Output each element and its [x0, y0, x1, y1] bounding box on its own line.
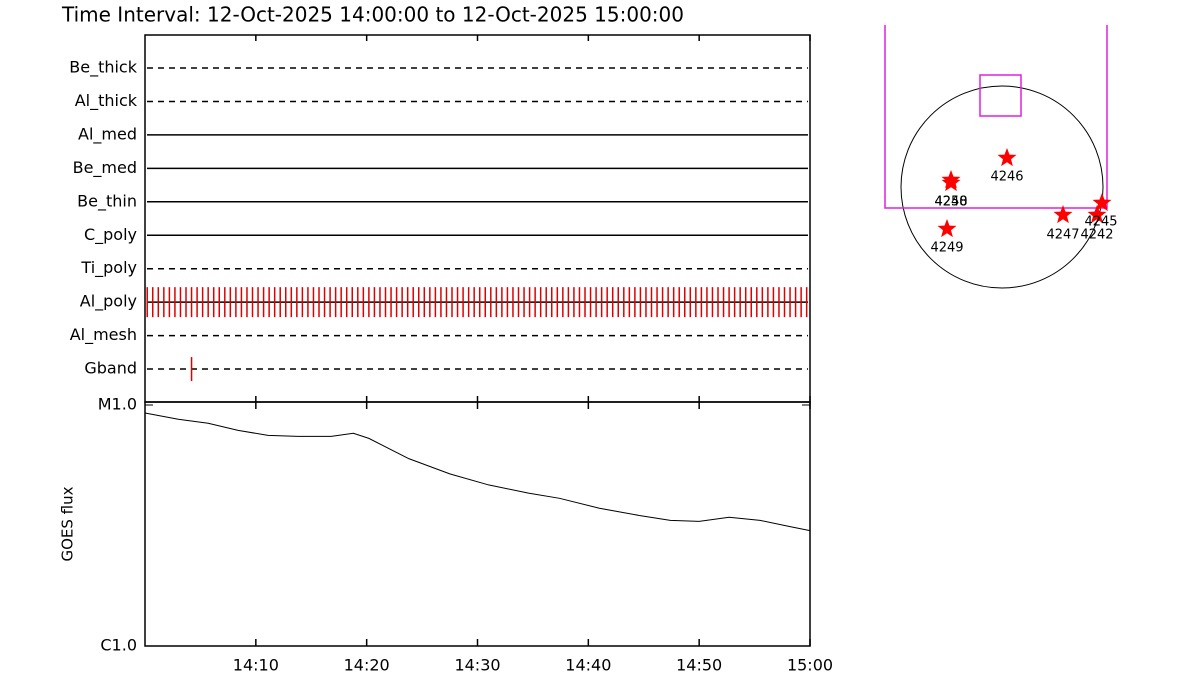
- region-label: 4248: [934, 195, 967, 210]
- region-label: 4246: [990, 170, 1023, 185]
- goes-frame: [144, 401, 811, 647]
- x-tick-label: 14:50: [676, 656, 722, 675]
- region-star: [1092, 193, 1112, 212]
- solar-disk: [900, 85, 1104, 289]
- filter-label: Al_med: [78, 124, 137, 144]
- filter-label: Be_thin: [77, 191, 137, 211]
- timeline-frame: [144, 34, 811, 403]
- chart-title: Time Interval: 12-Oct-2025 14:00:00 to 1…: [61, 3, 684, 27]
- fov-box: [884, 25, 1108, 209]
- y-axis-label: GOES flux: [59, 486, 77, 561]
- region-star: [941, 170, 961, 189]
- region-label: 4249: [930, 241, 963, 256]
- fov-box-small: [979, 74, 1022, 117]
- region-label: 4245: [1084, 215, 1117, 230]
- x-tick-label: 15:00: [787, 656, 833, 675]
- region-star: [1053, 205, 1073, 224]
- goes-line: [144, 412, 811, 532]
- filter-label: Be_med: [73, 158, 137, 178]
- region-label: 4247: [1046, 228, 1079, 243]
- region-label: 4242: [1080, 228, 1113, 243]
- x-tick-label: 14:30: [454, 656, 500, 675]
- filter-label: Al_poly: [80, 292, 137, 312]
- y-tick-label: M1.0: [98, 395, 137, 414]
- filter-label: Gband: [84, 359, 137, 378]
- filter-label: Al_thick: [75, 91, 138, 111]
- filter-label: Ti_poly: [80, 258, 137, 278]
- filter-label: Be_thick: [69, 58, 137, 78]
- region-label: 4250: [934, 195, 967, 210]
- y-tick-label: C1.0: [100, 636, 137, 655]
- region-star: [997, 148, 1017, 167]
- filter-label: C_poly: [84, 225, 137, 245]
- x-tick-label: 14:20: [344, 656, 390, 675]
- filter-label: Al_mesh: [70, 325, 137, 345]
- x-tick-label: 14:10: [233, 656, 279, 675]
- region-star: [937, 219, 957, 238]
- x-tick-label: 14:40: [565, 656, 611, 675]
- region-star: [1087, 205, 1107, 224]
